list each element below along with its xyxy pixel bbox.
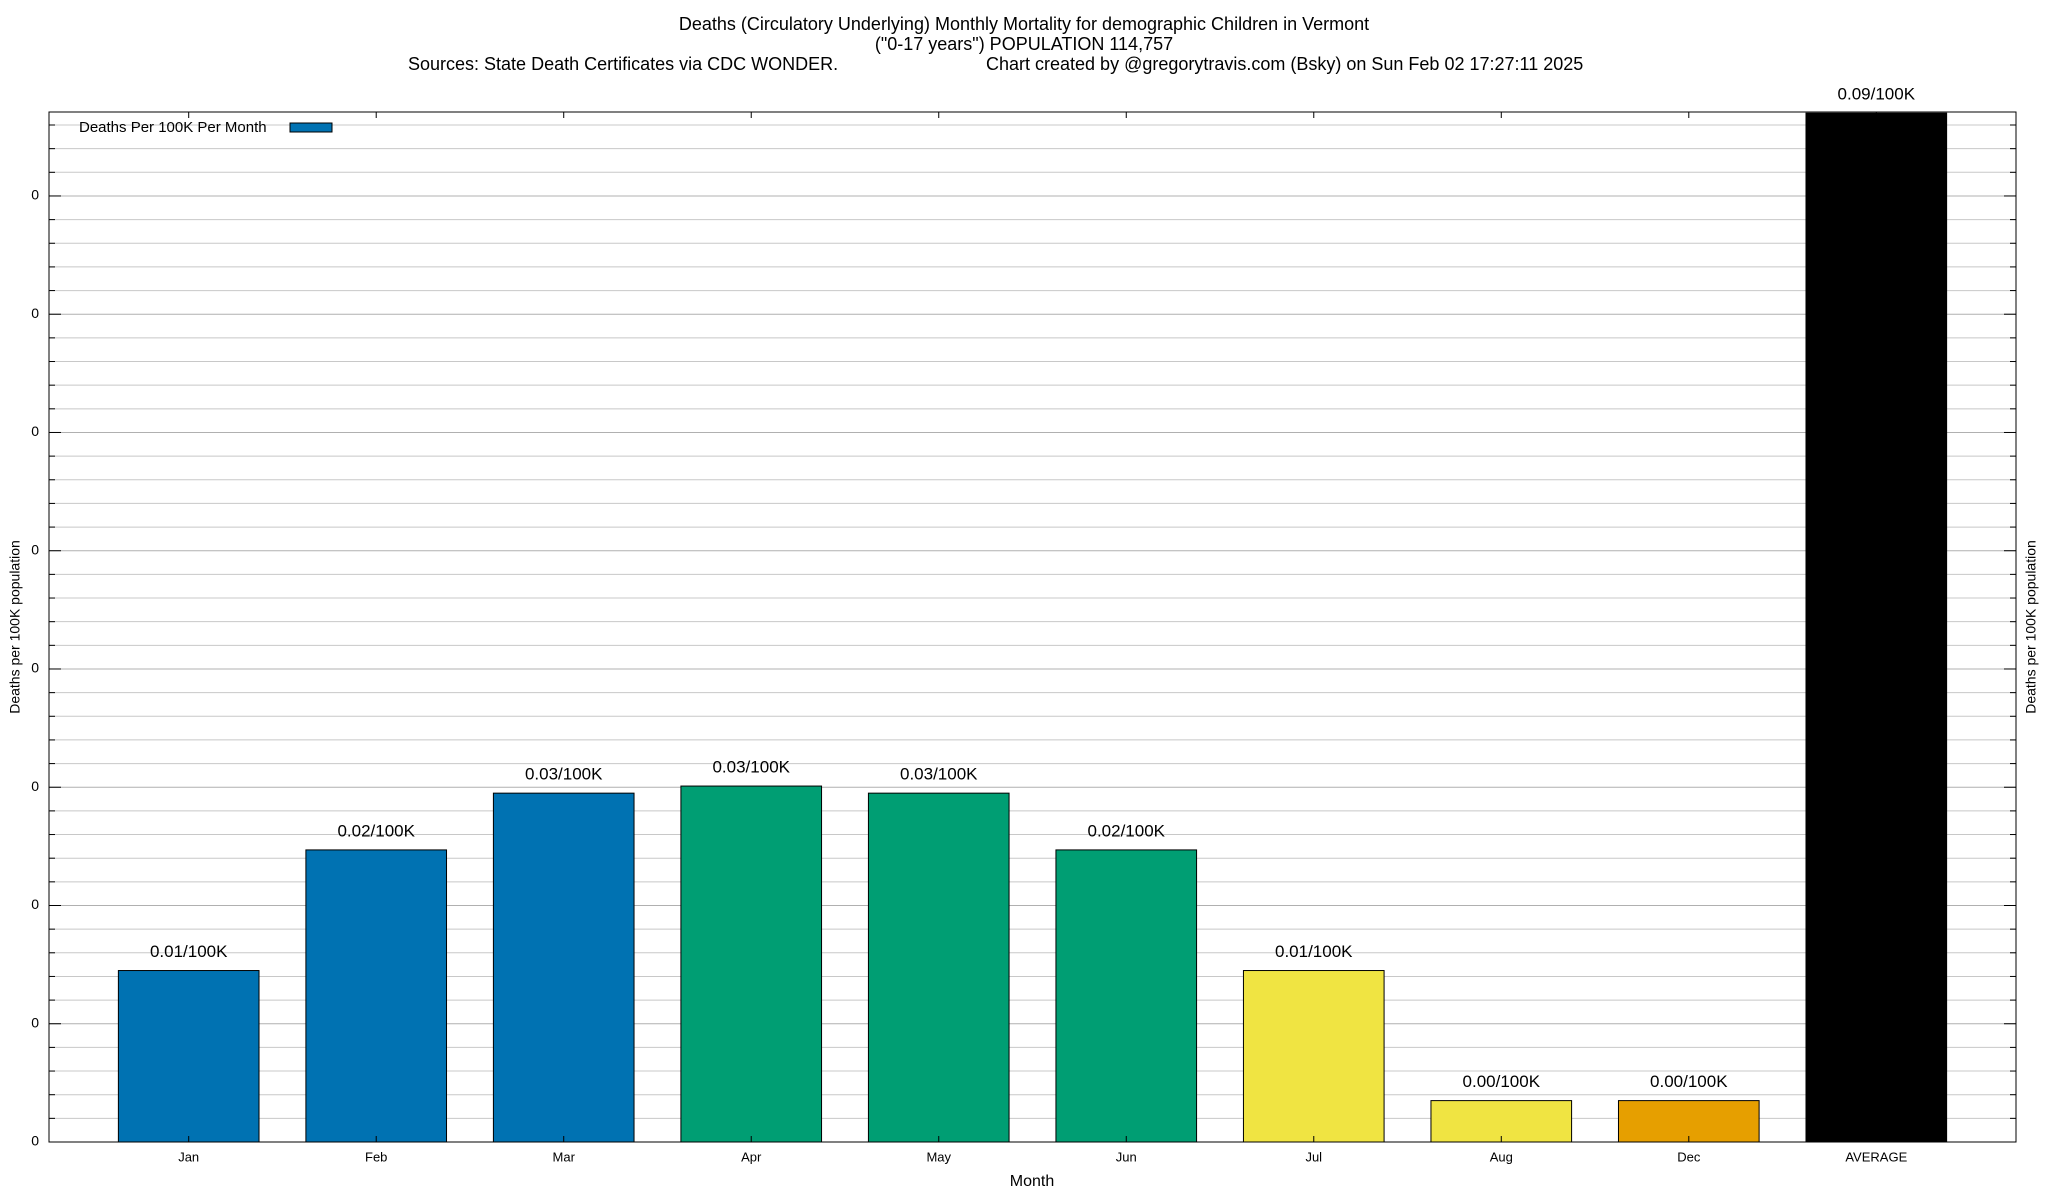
- x-tick-label: Aug: [1490, 1149, 1513, 1164]
- y-tick-label: 0: [31, 305, 39, 321]
- chart-title: Deaths (Circulatory Underlying) Monthly …: [679, 14, 1369, 34]
- value-label: 0.03/100K: [712, 758, 790, 777]
- legend-label: Deaths Per 100K Per Month: [79, 119, 267, 136]
- value-label: 0.00/100K: [1463, 1072, 1541, 1091]
- value-label: 0.01/100K: [150, 942, 228, 961]
- x-tick-label: Mar: [553, 1149, 576, 1164]
- plot-frame: [48, 111, 2017, 1143]
- x-tick-label: Jan: [178, 1149, 199, 1164]
- y-tick-label: 0: [31, 778, 39, 794]
- x-axis-label: Month: [1010, 1173, 1054, 1190]
- bar: [492, 792, 635, 1143]
- value-label: 0.02/100K: [337, 821, 415, 840]
- x-tick-label: May: [926, 1149, 951, 1164]
- x-tick-label: Jul: [1305, 1149, 1322, 1164]
- x-tick-label: Jun: [1116, 1149, 1137, 1164]
- value-label: 0.09/100K: [1838, 85, 1916, 104]
- y-tick-label: 0: [31, 896, 39, 912]
- bar: [1805, 112, 1948, 1143]
- bar: [1055, 849, 1198, 1143]
- value-label: 0.03/100K: [900, 765, 978, 784]
- value-label: 0.00/100K: [1650, 1072, 1728, 1091]
- legend-swatch: [289, 122, 333, 133]
- source-note: Sources: State Death Certificates via CD…: [408, 54, 838, 74]
- y-tick-label: 0: [31, 1014, 39, 1030]
- bar: [867, 792, 1010, 1143]
- bar: [117, 970, 260, 1143]
- y-tick-label: 0: [31, 1133, 39, 1149]
- y-axis-label: Deaths per 100K population: [7, 540, 23, 714]
- x-tick-label: Apr: [741, 1149, 762, 1164]
- bar: [1242, 970, 1385, 1143]
- value-label: 0.01/100K: [1275, 942, 1353, 961]
- bar: [680, 785, 823, 1143]
- y-tick-label: 0: [31, 423, 39, 439]
- y-tick-label: 0: [31, 187, 39, 203]
- bar: [1430, 1100, 1573, 1143]
- value-label: 0.03/100K: [525, 765, 603, 784]
- x-tick-label: AVERAGE: [1845, 1149, 1907, 1164]
- chart-subtitle: ("0-17 years") POPULATION 114,757: [875, 34, 1173, 54]
- y2-axis-label: Deaths per 100K population: [2023, 540, 2039, 714]
- y-tick-label: 0: [31, 660, 39, 676]
- x-tick-label: Dec: [1677, 1149, 1701, 1164]
- x-tick-label: Feb: [365, 1149, 387, 1164]
- credit-note: Chart created by @gregorytravis.com (Bsk…: [986, 54, 1583, 74]
- bar: [305, 849, 448, 1143]
- bar: [1617, 1100, 1760, 1143]
- y-tick-label: 0: [31, 541, 39, 557]
- value-label: 0.02/100K: [1087, 821, 1165, 840]
